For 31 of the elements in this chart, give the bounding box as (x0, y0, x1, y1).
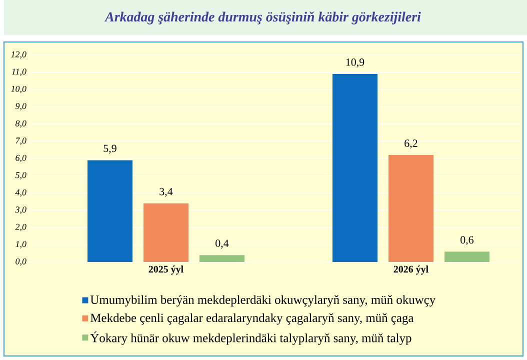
y-tick-label: 3,0 (15, 206, 26, 214)
chart-title: Arkadag şäherinde durmuş ösüşiniň käbir görkezijileri (104, 12, 421, 24)
y-tick-label: 5,0 (15, 172, 26, 180)
data-label: 5,9 (104, 144, 116, 154)
legend-label: Ýokary hünär okuw mekdeplerindäki talyplaryň sany, müň talyp (90, 331, 412, 345)
bar (143, 203, 188, 262)
y-tick-label: 11,0 (12, 68, 26, 76)
bar (444, 252, 490, 262)
bar (199, 255, 244, 262)
y-tick-label: 1,0 (16, 241, 26, 248)
data-label: 0,4 (216, 240, 229, 249)
y-tick-label: 8,0 (15, 120, 26, 128)
y-tick-label: 0,0 (16, 258, 26, 266)
data-label: 6,2 (404, 140, 418, 149)
bar (388, 155, 434, 262)
x-tick-label: 2025 ýyl (148, 266, 184, 275)
data-label: 3,4 (160, 188, 173, 197)
y-tick-label: 10,0 (11, 86, 26, 94)
data-label: 0,6 (460, 236, 474, 246)
legend-label: Mekdebe çenli çagalar edaralaryndaky çagalaryň sany, müň çaga (90, 313, 414, 325)
y-tick-label: 7,0 (16, 138, 26, 145)
legend-label: Umumybilim berýän mekdeplerdäki okuwçylaryň sany, müň okuwçy (90, 295, 436, 307)
x-tick-label: 2026 ýyl (394, 266, 428, 275)
y-tick-label: 9,0 (16, 103, 26, 110)
y-tick-label: 2,0 (15, 224, 26, 232)
data-label: 10,9 (346, 58, 364, 68)
y-tick-label: 6,0 (16, 154, 26, 162)
bar (332, 74, 378, 262)
bar (87, 160, 132, 262)
y-tick-label: 12,0 (11, 51, 26, 59)
y-tick-label: 4,0 (15, 189, 26, 197)
